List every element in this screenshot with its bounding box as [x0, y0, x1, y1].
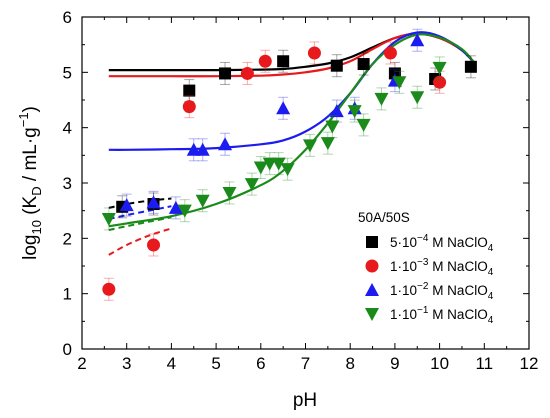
data-point	[219, 67, 232, 80]
x-axis-label: pH	[293, 390, 317, 411]
legend-marker	[365, 308, 379, 321]
data-point	[253, 161, 268, 175]
x-tick-label: 7	[301, 354, 310, 373]
legend-marker	[365, 259, 379, 273]
legend-label: 1·10−3 M NaClO4	[390, 257, 494, 278]
data-point	[464, 60, 477, 73]
data-point	[330, 59, 343, 72]
x-tick-label: 2	[77, 354, 86, 373]
x-tick-label: 6	[256, 354, 265, 373]
y-tick-label: 4	[63, 119, 72, 138]
data-point	[347, 105, 362, 119]
data-point	[329, 104, 344, 118]
data-point	[258, 54, 272, 68]
data-point	[277, 55, 290, 68]
fit-curve	[108, 33, 477, 228]
data-point	[182, 100, 196, 114]
data-point	[101, 212, 116, 226]
data-point	[177, 204, 192, 218]
data-point	[320, 137, 335, 151]
fit-curve	[108, 32, 477, 72]
data-point	[244, 178, 259, 192]
legend-marker	[365, 283, 379, 296]
data-point	[195, 142, 210, 156]
fit-curve-dashed	[108, 197, 172, 209]
legend-title: 50A/50S	[358, 210, 410, 225]
x-tick-label: 4	[167, 354, 176, 373]
data-point	[276, 101, 291, 115]
y-axis-label: log10 (KD / mL·g−1)	[16, 106, 44, 260]
data-point	[280, 163, 295, 177]
data-point	[433, 75, 447, 89]
data-point	[374, 92, 389, 106]
legend-marker	[366, 236, 378, 248]
data-point	[218, 137, 233, 151]
plot-frame	[81, 16, 530, 350]
data-point	[240, 66, 254, 80]
y-tick-label: 1	[63, 285, 72, 304]
x-tick-label: 10	[430, 354, 449, 373]
fit-curves	[108, 31, 477, 256]
legend-label: 5·10−4 M NaClO4	[390, 233, 494, 254]
data-point	[271, 157, 286, 171]
data-point	[307, 46, 321, 60]
data-point	[222, 186, 237, 200]
fit-curve	[108, 31, 477, 151]
x-tick-label: 9	[390, 354, 399, 373]
y-tick-label: 3	[63, 174, 72, 193]
y-tick-label: 2	[63, 229, 72, 248]
x-tick-label: 12	[520, 354, 539, 373]
data-point	[432, 61, 447, 75]
legend: 50A/50S 5·10−4 M NaClO4 1·10−3 M NaClO4 1·…	[358, 210, 494, 326]
data-point	[262, 157, 277, 171]
legend-label: 1·10−1 M NaClO4	[390, 305, 494, 326]
fit-curve-dashed	[108, 205, 172, 220]
x-tick-label: 5	[211, 354, 220, 373]
data-point	[146, 195, 161, 209]
data-point	[302, 139, 317, 153]
data-point	[147, 238, 161, 252]
data-point	[102, 282, 116, 296]
data-point	[183, 84, 196, 97]
data-point	[186, 142, 201, 156]
data-point	[325, 120, 340, 134]
fit-curve-dashed	[108, 227, 172, 256]
fit-curve-dashed	[108, 216, 172, 231]
data-points	[101, 28, 477, 301]
data-point	[410, 33, 425, 47]
data-point	[383, 46, 397, 60]
y-tick-label: 0	[63, 340, 72, 359]
x-tick-label: 11	[475, 354, 493, 373]
data-point	[119, 198, 134, 212]
data-point	[168, 200, 183, 214]
data-point	[392, 76, 407, 90]
data-point	[356, 118, 371, 132]
legend-label: 1·10−2 M NaClO4	[390, 281, 494, 302]
x-tick-label: 8	[345, 354, 354, 373]
data-point	[410, 91, 425, 105]
data-point	[195, 194, 210, 208]
y-tick-label: 5	[63, 63, 72, 82]
data-point	[357, 58, 370, 71]
y-tick-label: 6	[63, 8, 72, 27]
x-tick-label: 3	[122, 354, 131, 373]
